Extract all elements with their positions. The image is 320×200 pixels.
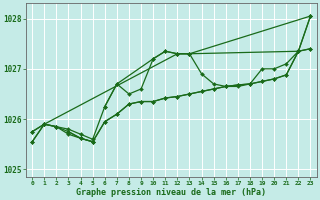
X-axis label: Graphe pression niveau de la mer (hPa): Graphe pression niveau de la mer (hPa) <box>76 188 266 197</box>
